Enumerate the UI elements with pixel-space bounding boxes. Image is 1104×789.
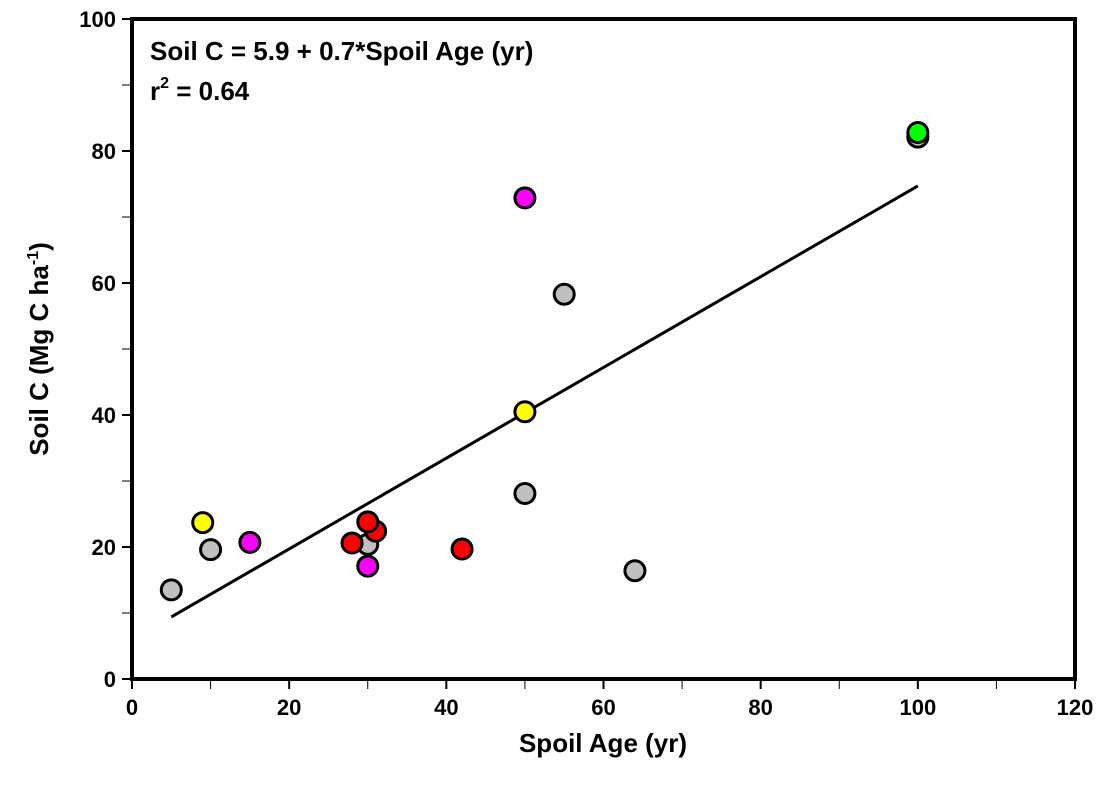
x-axis-label: Spoil Age (yr) <box>519 728 687 758</box>
y-tick-label: 0 <box>104 667 116 692</box>
y-label-text: Soil C (Mg C ha <box>24 265 54 456</box>
y-tick-label: 100 <box>79 7 116 32</box>
y-axis-label: Soil C (Mg C ha-1) <box>24 242 54 456</box>
point <box>623 559 647 583</box>
x-tick-label: 80 <box>748 695 772 720</box>
point <box>906 121 930 145</box>
x-tick-label: 40 <box>434 695 458 720</box>
y-tick-label: 40 <box>92 403 116 428</box>
x-tick-label: 120 <box>1057 695 1094 720</box>
point <box>199 538 223 562</box>
y-tick-label: 20 <box>92 535 116 560</box>
annotation: Soil C = 5.9 + 0.7*Spoil Age (yr) <box>150 36 533 66</box>
point <box>191 511 215 535</box>
annotation-sup: 2 <box>160 75 169 92</box>
x-tick-label: 100 <box>899 695 936 720</box>
point <box>238 530 262 554</box>
point <box>513 400 537 424</box>
fit-line <box>170 184 919 619</box>
x-tick-label: 60 <box>591 695 615 720</box>
annotation: r2 = 0.64 <box>150 75 250 106</box>
point <box>159 578 183 602</box>
y-tick-label: 80 <box>92 139 116 164</box>
point <box>340 531 364 555</box>
point <box>513 482 537 506</box>
point <box>552 282 576 306</box>
y-tick-label: 60 <box>92 271 116 296</box>
x-tick-label: 0 <box>126 695 138 720</box>
y-label-end: ) <box>24 242 54 251</box>
y-label-sup: -1 <box>25 251 42 265</box>
annotation-end: = 0.64 <box>169 76 250 106</box>
annotation-text: r <box>150 76 160 106</box>
point <box>356 510 380 534</box>
point <box>450 537 474 561</box>
x-tick-label: 20 <box>277 695 301 720</box>
point <box>356 554 380 578</box>
point <box>513 186 537 210</box>
plot-frame <box>130 17 1077 681</box>
